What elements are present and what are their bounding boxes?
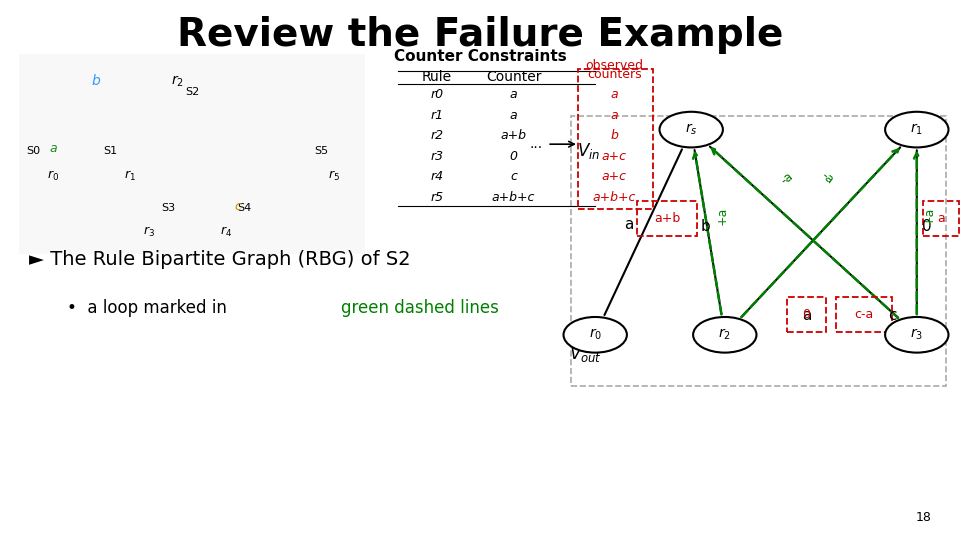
Text: $r_1$: $r_1$ bbox=[910, 122, 924, 137]
Text: •  a loop marked in: • a loop marked in bbox=[67, 299, 232, 317]
Text: b: b bbox=[701, 219, 710, 234]
Text: $r_4$: $r_4$ bbox=[220, 225, 231, 239]
Text: +a: +a bbox=[923, 207, 936, 225]
Text: Rule: Rule bbox=[421, 70, 452, 84]
Text: 0: 0 bbox=[510, 150, 517, 163]
Text: Counter: Counter bbox=[486, 70, 541, 84]
Text: a: a bbox=[510, 88, 517, 101]
Text: r1: r1 bbox=[430, 109, 444, 122]
Text: 18: 18 bbox=[915, 511, 931, 524]
Text: ► The Rule Bipartite Graph (RBG) of S2: ► The Rule Bipartite Graph (RBG) of S2 bbox=[29, 249, 411, 269]
Text: S0: S0 bbox=[27, 146, 40, 156]
Text: S1: S1 bbox=[104, 146, 117, 156]
Text: $r_0$: $r_0$ bbox=[588, 327, 602, 342]
Text: +a: +a bbox=[715, 207, 729, 225]
Text: c: c bbox=[234, 200, 242, 213]
Text: $r_3$: $r_3$ bbox=[910, 327, 924, 342]
Text: $r_2$: $r_2$ bbox=[171, 73, 184, 89]
Text: green dashed lines: green dashed lines bbox=[341, 299, 498, 317]
Text: $V_{out}$: $V_{out}$ bbox=[569, 343, 602, 364]
Text: a: a bbox=[802, 308, 811, 323]
Text: r0: r0 bbox=[430, 88, 444, 101]
Text: -a: -a bbox=[819, 170, 836, 187]
Text: a+b+c: a+b+c bbox=[592, 191, 636, 204]
Text: $r_1$: $r_1$ bbox=[124, 168, 135, 183]
Text: S3: S3 bbox=[161, 203, 175, 213]
Text: c: c bbox=[510, 170, 517, 183]
Text: r3: r3 bbox=[430, 150, 444, 163]
Circle shape bbox=[693, 317, 756, 353]
Circle shape bbox=[564, 317, 627, 353]
FancyBboxPatch shape bbox=[19, 54, 365, 254]
Text: a: a bbox=[510, 109, 517, 122]
Circle shape bbox=[885, 317, 948, 353]
Text: Counter Constraints: Counter Constraints bbox=[394, 49, 566, 64]
Text: $r_0$: $r_0$ bbox=[47, 168, 59, 183]
Text: Review the Failure Example: Review the Failure Example bbox=[177, 16, 783, 54]
Text: a: a bbox=[611, 88, 618, 101]
Circle shape bbox=[660, 112, 723, 147]
Text: a: a bbox=[49, 142, 57, 155]
Text: $V_{in}$: $V_{in}$ bbox=[577, 141, 600, 161]
Text: a+b: a+b bbox=[500, 129, 527, 142]
Text: S5: S5 bbox=[315, 146, 328, 156]
Text: counters: counters bbox=[588, 68, 641, 81]
Text: a+b: a+b bbox=[654, 212, 681, 225]
Text: a: a bbox=[624, 217, 634, 232]
Text: S4: S4 bbox=[238, 203, 252, 213]
Text: r4: r4 bbox=[430, 170, 444, 183]
Text: $r_5$: $r_5$ bbox=[328, 168, 340, 183]
Text: a: a bbox=[611, 109, 618, 122]
Text: a+c: a+c bbox=[602, 170, 627, 183]
Text: -a: -a bbox=[779, 170, 796, 187]
Text: $r_3$: $r_3$ bbox=[143, 225, 155, 239]
Text: r5: r5 bbox=[430, 191, 444, 204]
Text: c: c bbox=[889, 308, 897, 323]
Text: c-a: c-a bbox=[854, 308, 874, 321]
Text: 0: 0 bbox=[922, 219, 931, 234]
Text: a: a bbox=[937, 212, 945, 225]
Text: a+c: a+c bbox=[602, 150, 627, 163]
Text: b: b bbox=[611, 129, 618, 142]
Text: 0: 0 bbox=[803, 308, 810, 321]
Text: $r_2$: $r_2$ bbox=[718, 327, 732, 342]
Text: ...: ... bbox=[529, 137, 542, 151]
Text: b: b bbox=[91, 74, 101, 88]
Text: r2: r2 bbox=[430, 129, 444, 142]
Text: a+b+c: a+b+c bbox=[492, 191, 536, 204]
Text: $r_s$: $r_s$ bbox=[684, 122, 698, 137]
Text: S2: S2 bbox=[185, 87, 199, 97]
Text: observed: observed bbox=[586, 59, 643, 72]
Circle shape bbox=[885, 112, 948, 147]
